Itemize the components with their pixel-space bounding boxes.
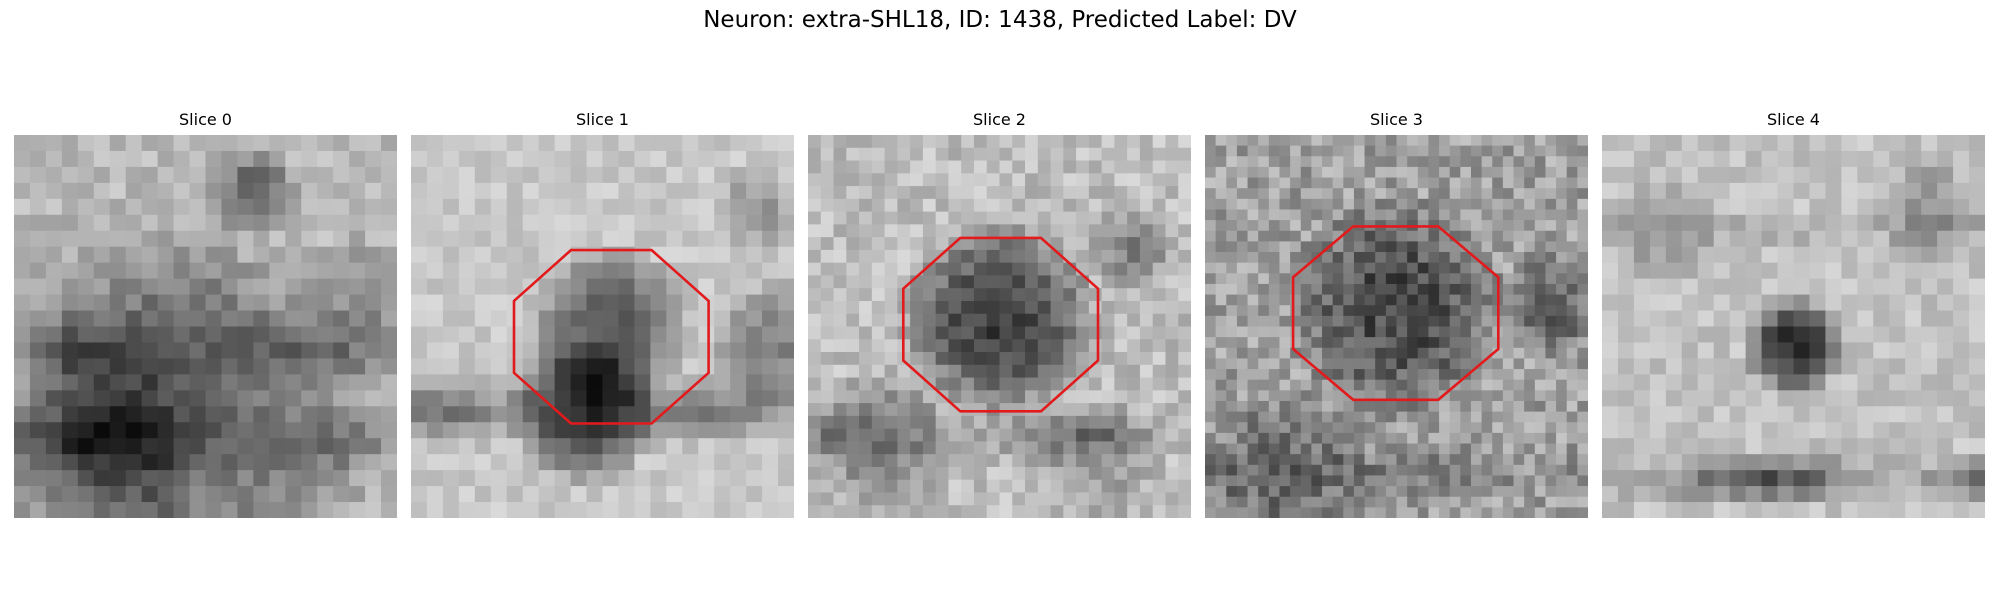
slice-panel-0: Slice 0	[14, 0, 397, 600]
slice-title-3: Slice 3	[1370, 110, 1423, 129]
slice-title-0: Slice 0	[179, 110, 232, 129]
slice-panel-4: Slice 4	[1602, 0, 1985, 600]
slice-title-4: Slice 4	[1767, 110, 1820, 129]
slice-panel-3: Slice 3	[1205, 0, 1588, 600]
slice-image-4	[1602, 135, 1985, 518]
roi-contour-2	[902, 236, 1100, 413]
roi-contour-3	[1291, 225, 1500, 402]
slice-image-0	[14, 135, 397, 518]
slice-panel-2: Slice 2	[808, 0, 1191, 600]
slice-panel-1: Slice 1	[411, 0, 794, 600]
figure-title: Neuron: extra-SHL18, ID: 1438, Predicted…	[703, 7, 1297, 33]
slice-title-1: Slice 1	[576, 110, 629, 129]
slice-title-2: Slice 2	[973, 110, 1026, 129]
slice-image-3	[1205, 135, 1588, 518]
roi-contour-1	[512, 248, 710, 425]
slice-image-1	[411, 135, 794, 518]
slice-image-2	[808, 135, 1191, 518]
